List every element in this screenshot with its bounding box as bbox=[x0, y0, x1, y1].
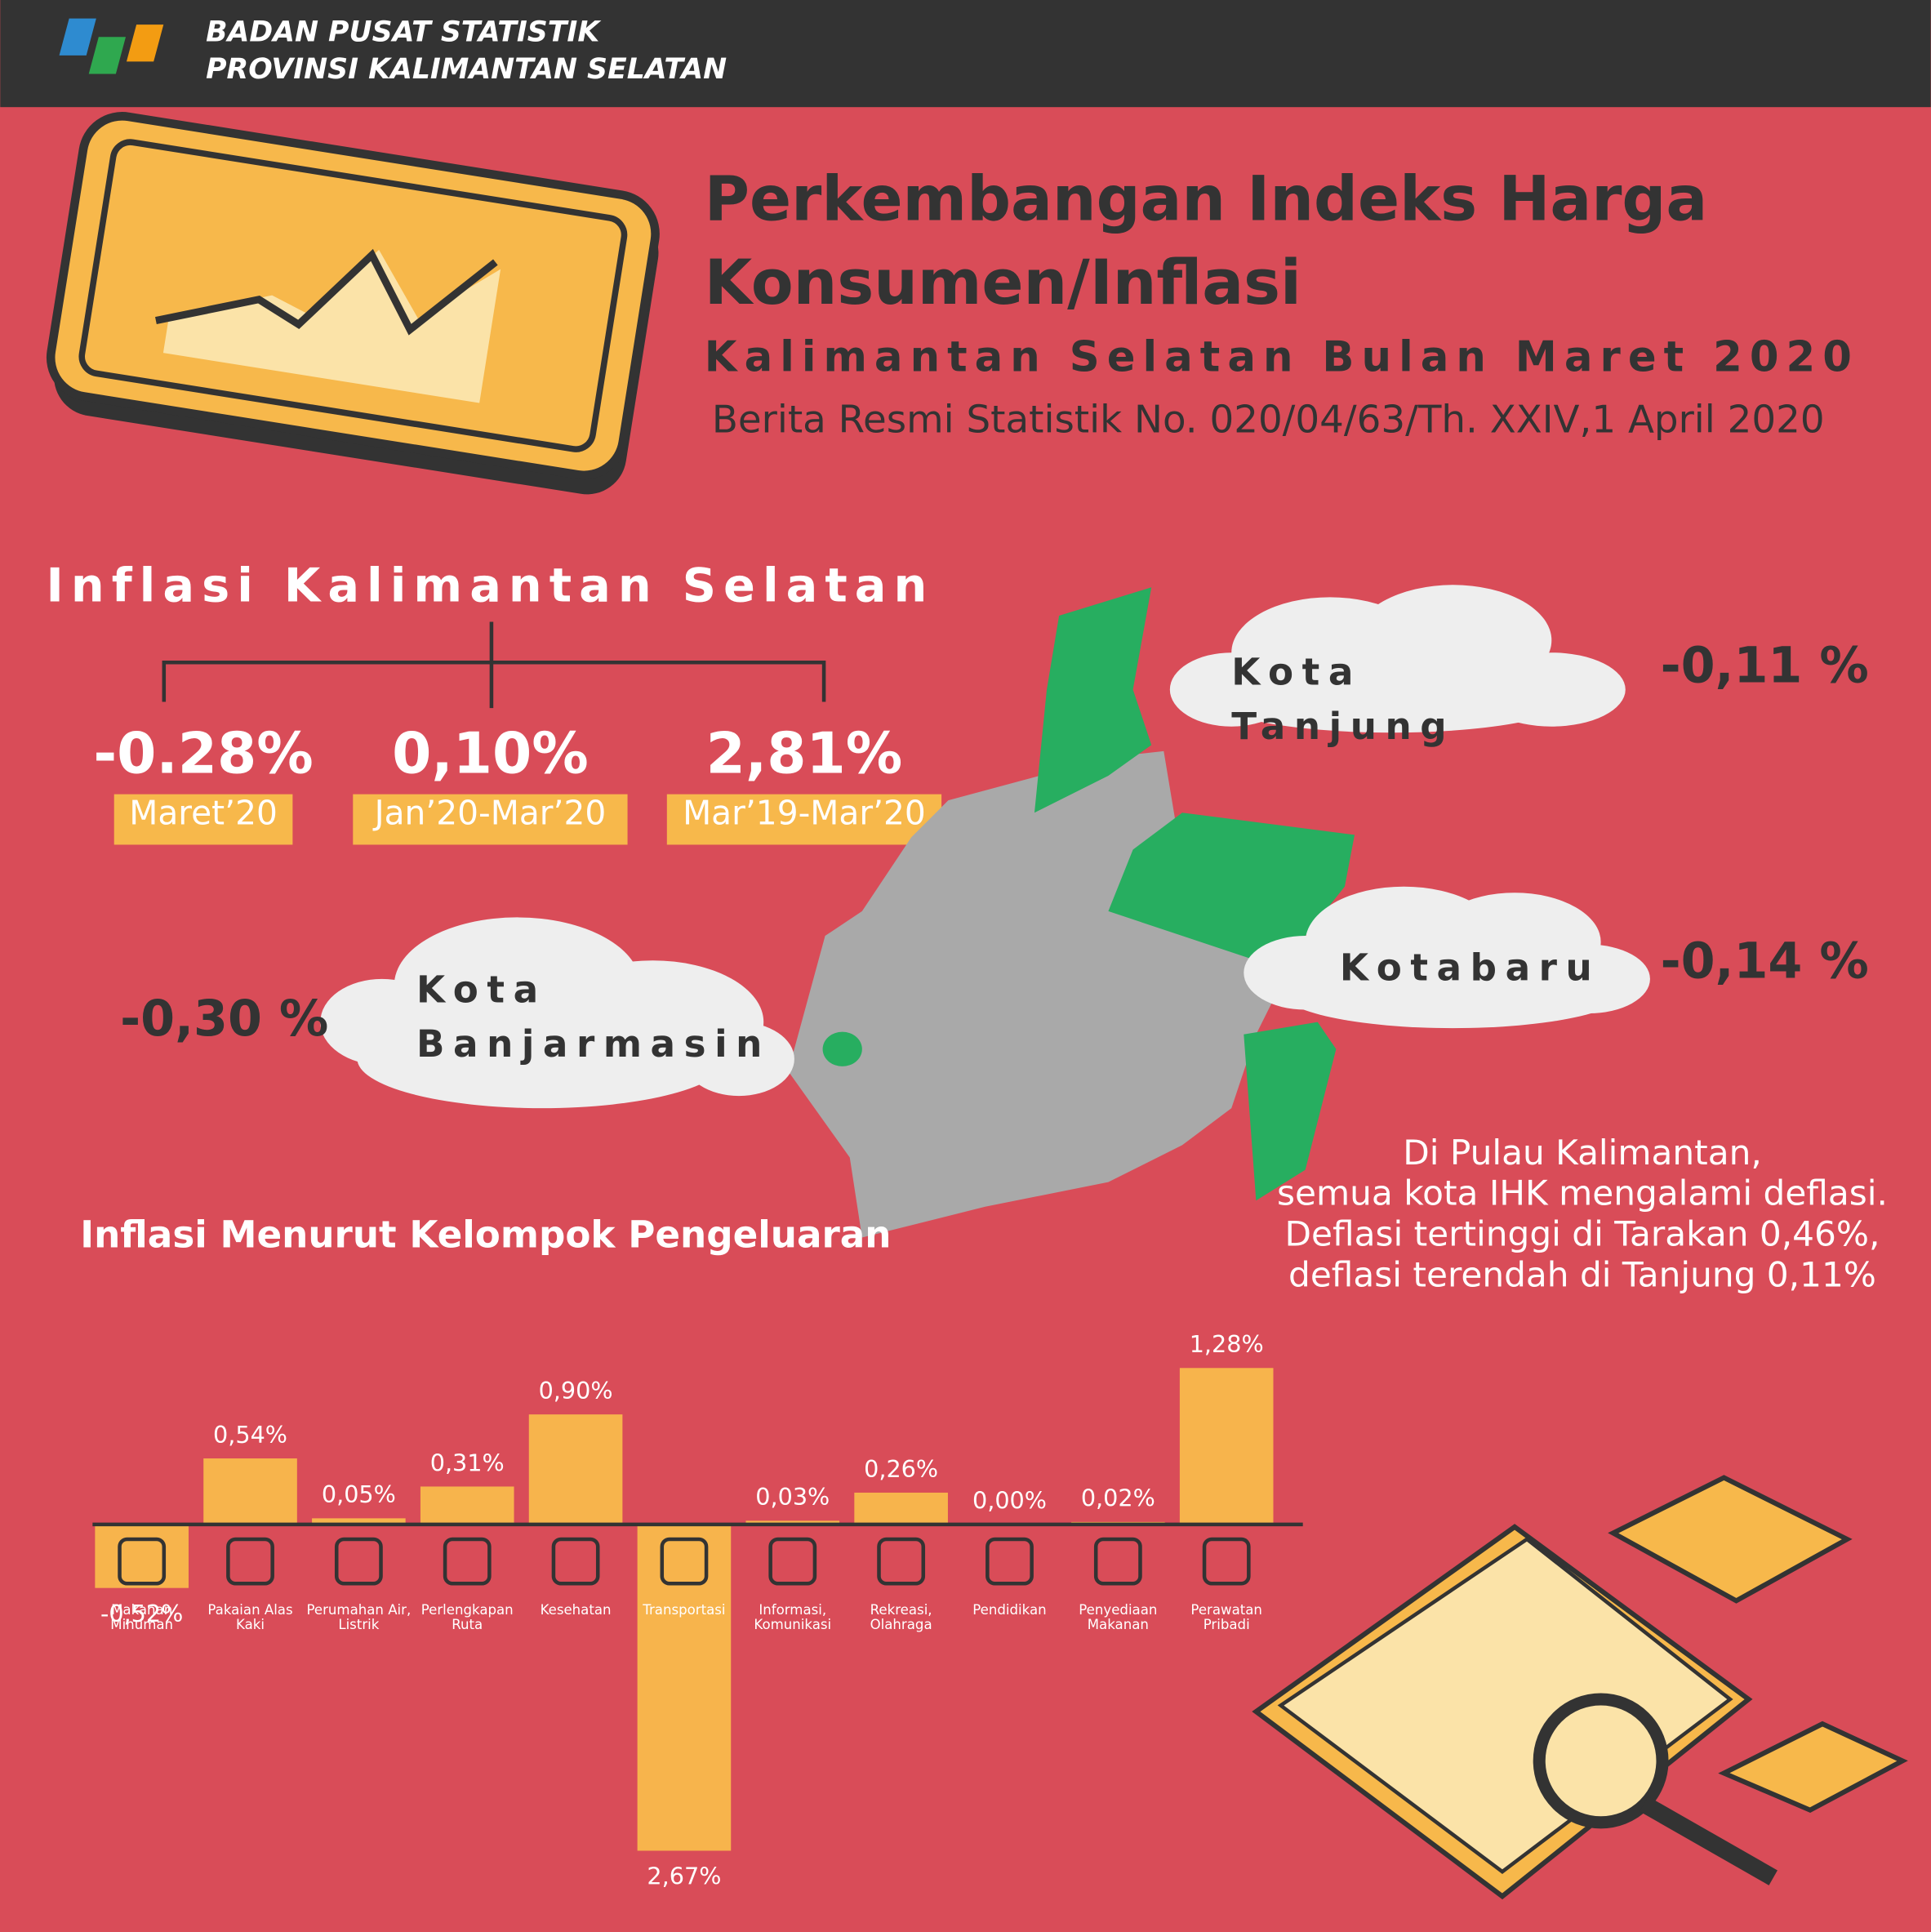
note-line: deflasi terendah di Tanjung 0,11% bbox=[1288, 1254, 1876, 1294]
note-line: Deflasi tertinggi di Tarakan 0,46%, bbox=[1285, 1213, 1880, 1253]
period-box bbox=[353, 794, 628, 845]
city-name: Kota Tanjung bbox=[1231, 651, 1456, 749]
bracket bbox=[162, 621, 826, 709]
map bbox=[788, 587, 1355, 1238]
category-label: Rekreasi, Olahraga bbox=[870, 1603, 932, 1633]
category-label-box: Perawatan Pribadi bbox=[1190, 1603, 1262, 1633]
category-icon bbox=[877, 1537, 926, 1586]
category-label: Perumahan Air, Listrik bbox=[306, 1603, 412, 1633]
value-label: -0,52% bbox=[100, 1600, 183, 1627]
note-line: semua kota IHK mengalami deflasi. bbox=[1277, 1173, 1888, 1213]
category-label-box: Pakaian Alas Kaki bbox=[207, 1603, 293, 1633]
stat-value: 0,10% bbox=[392, 721, 589, 786]
value-label: 0,26% bbox=[864, 1455, 938, 1483]
category-label: Informasi, Komunikasi bbox=[754, 1603, 832, 1633]
category-label: Pendidikan bbox=[972, 1603, 1047, 1618]
city-value: -0,11 % bbox=[1661, 637, 1869, 694]
period-box bbox=[666, 794, 942, 845]
category-icon bbox=[551, 1537, 600, 1586]
category-label: Transportasi bbox=[643, 1603, 726, 1618]
province-heading: Inflasi Kalimantan Selatan bbox=[47, 558, 935, 612]
bar bbox=[203, 1458, 297, 1525]
value-label: 0,05% bbox=[322, 1480, 396, 1508]
category-label: Perawatan Pribadi bbox=[1190, 1603, 1262, 1633]
category-icon bbox=[226, 1537, 274, 1586]
value-label: 0,54% bbox=[213, 1421, 287, 1449]
stat-value: 2,81% bbox=[706, 721, 903, 786]
category-label-box: Informasi, Komunikasi bbox=[754, 1603, 832, 1633]
category-icon bbox=[660, 1537, 709, 1586]
category-label-box: Pendidikan bbox=[972, 1603, 1047, 1618]
category-label-box: Makanan Minuman bbox=[110, 1603, 174, 1633]
category-icon bbox=[1093, 1537, 1142, 1586]
document-illustration bbox=[1252, 1475, 1908, 1900]
bar bbox=[854, 1492, 948, 1525]
category-icon bbox=[1202, 1537, 1251, 1586]
category-label-box: Kesehatan bbox=[540, 1603, 612, 1618]
value-label: 0,90% bbox=[539, 1377, 613, 1404]
category-label: Penyediaan Makanan bbox=[1079, 1603, 1158, 1633]
category-icon bbox=[986, 1537, 1034, 1586]
city-name: Kota Banjarmasin bbox=[416, 968, 762, 1066]
category-icon bbox=[768, 1537, 817, 1586]
logo bbox=[59, 18, 164, 74]
category-label-box: Perlengkapan Ruta bbox=[420, 1603, 514, 1633]
note-line: Di Pulau Kalimantan, bbox=[1403, 1133, 1762, 1173]
title-line: Perkembangan Indeks Harga bbox=[705, 162, 1707, 234]
category-icon bbox=[118, 1537, 167, 1586]
stat-period: Mar’19-Mar’20 bbox=[683, 793, 926, 832]
city-value: -0,30 % bbox=[120, 990, 328, 1048]
value-label: 2,67% bbox=[647, 1863, 721, 1890]
bar bbox=[95, 1524, 189, 1588]
subtitle: Kalimantan Selatan Bulan Maret 2020 bbox=[705, 332, 1859, 381]
title-line: Konsumen/Inflasi bbox=[705, 247, 1301, 318]
stat-period: Jan’20-Mar’20 bbox=[372, 793, 607, 832]
category-label: Kesehatan bbox=[540, 1603, 612, 1618]
value-label: 0,03% bbox=[755, 1483, 830, 1511]
release-number: Berita Resmi Statistik No. 020/04/63/Th.… bbox=[712, 398, 1825, 443]
category-label: Perlengkapan Ruta bbox=[420, 1603, 514, 1633]
chart-title: Inflasi Menurut Kelompok Pengeluaran bbox=[80, 1213, 891, 1257]
city-name-box: Kota Banjarmasin bbox=[416, 968, 762, 1066]
city-name: Kotabaru bbox=[1339, 946, 1601, 990]
bar bbox=[420, 1486, 514, 1525]
bar bbox=[312, 1518, 406, 1525]
header-bar bbox=[0, 0, 1931, 108]
category-icon bbox=[443, 1537, 492, 1586]
category-label-box: Perumahan Air, Listrik bbox=[306, 1603, 412, 1633]
value-label: 0,02% bbox=[1081, 1485, 1155, 1512]
stat-period: Maret’20 bbox=[129, 793, 278, 832]
value-label: 0,31% bbox=[430, 1449, 505, 1476]
province-name: PROVINSI KALIMANTAN SELATAN bbox=[206, 53, 727, 86]
city-value: -0,14 % bbox=[1661, 933, 1869, 990]
stat-value: -0.28% bbox=[93, 721, 313, 786]
city-name-box: Kota Tanjung bbox=[1231, 651, 1456, 749]
category-label-box: Rekreasi, Olahraga bbox=[870, 1603, 932, 1633]
org-name: BADAN PUSAT STATISTIK bbox=[206, 16, 602, 49]
cloud bbox=[320, 585, 1650, 1109]
bar bbox=[637, 1524, 732, 1851]
bar bbox=[1179, 1368, 1274, 1525]
period-box bbox=[113, 794, 293, 845]
category-label: Pakaian Alas Kaki bbox=[207, 1603, 293, 1633]
value-label: 1,28% bbox=[1190, 1330, 1264, 1358]
bar bbox=[528, 1414, 623, 1525]
value-label: 0,00% bbox=[972, 1487, 1047, 1515]
city-name-box: Kotabaru bbox=[1339, 946, 1601, 990]
category-label-box: Transportasi bbox=[643, 1603, 726, 1618]
phone-illustration bbox=[46, 112, 660, 495]
category-label: Makanan Minuman bbox=[110, 1603, 174, 1633]
category-label-box: Penyediaan Makanan bbox=[1079, 1603, 1158, 1633]
category-icon bbox=[334, 1537, 383, 1586]
